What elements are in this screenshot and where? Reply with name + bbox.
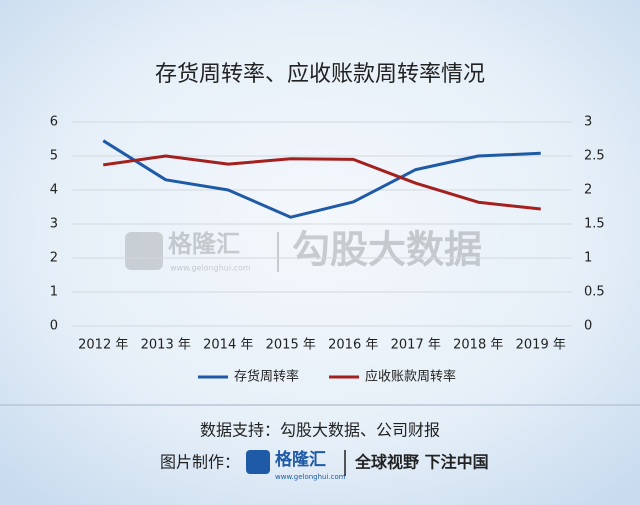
y2-tick-label: 1 bbox=[584, 251, 592, 266]
x-tick-label: 2013 年 bbox=[141, 338, 191, 353]
y2-tick-label: 0 bbox=[584, 319, 592, 334]
y2-tick-label: 2 bbox=[584, 183, 592, 198]
y2-tick-label: 1.5 bbox=[584, 217, 605, 232]
y2-tick-label: 3 bbox=[584, 115, 592, 130]
footer-slogan: 全球视野 下注中国 bbox=[354, 453, 489, 472]
watermark-brand: 格隆汇 bbox=[168, 230, 240, 258]
footer-maker: 图片制作： bbox=[160, 453, 240, 472]
x-tick-label: 2015 年 bbox=[266, 338, 316, 353]
y-tick-label: 3 bbox=[50, 217, 58, 232]
watermark-url: www.gelonghui.com bbox=[170, 264, 251, 273]
series-line bbox=[102, 139, 541, 219]
footer-brand: 格隆汇 bbox=[275, 449, 326, 470]
x-tick-label: 2018 年 bbox=[453, 338, 503, 353]
series-line bbox=[103, 154, 541, 211]
y-tick-label: 0 bbox=[50, 319, 58, 334]
legend-label: 存货周转率 bbox=[234, 369, 299, 385]
footer-url: www.gelonghui.com bbox=[275, 473, 346, 481]
legend-label: 应收账款周转率 bbox=[365, 369, 456, 385]
footer-logo bbox=[246, 450, 270, 474]
y-tick-label: 2 bbox=[50, 251, 58, 266]
y2-tick-label: 0.5 bbox=[584, 285, 605, 300]
y2-tick-label: 2.5 bbox=[584, 149, 605, 164]
watermark-partner: 勾股大数据 bbox=[292, 228, 482, 272]
x-tick-label: 2017 年 bbox=[391, 338, 441, 353]
watermark-logo bbox=[125, 232, 163, 270]
chart-title: 存货周转率、应收账款周转率情况 bbox=[155, 62, 485, 87]
x-tick-label: 2012 年 bbox=[78, 338, 128, 353]
x-tick-label: 2014 年 bbox=[203, 338, 253, 353]
y-tick-label: 1 bbox=[50, 285, 58, 300]
footer-source: 数据支持：勾股大数据、公司财报 bbox=[200, 421, 440, 440]
y-tick-label: 5 bbox=[50, 149, 58, 164]
y-tick-label: 6 bbox=[50, 115, 58, 130]
y-tick-label: 4 bbox=[50, 183, 58, 198]
x-tick-label: 2019 年 bbox=[516, 338, 566, 353]
x-tick-label: 2016 年 bbox=[328, 338, 378, 353]
watermark: 格隆汇 www.gelonghui.com 勾股大数据 bbox=[125, 228, 482, 273]
